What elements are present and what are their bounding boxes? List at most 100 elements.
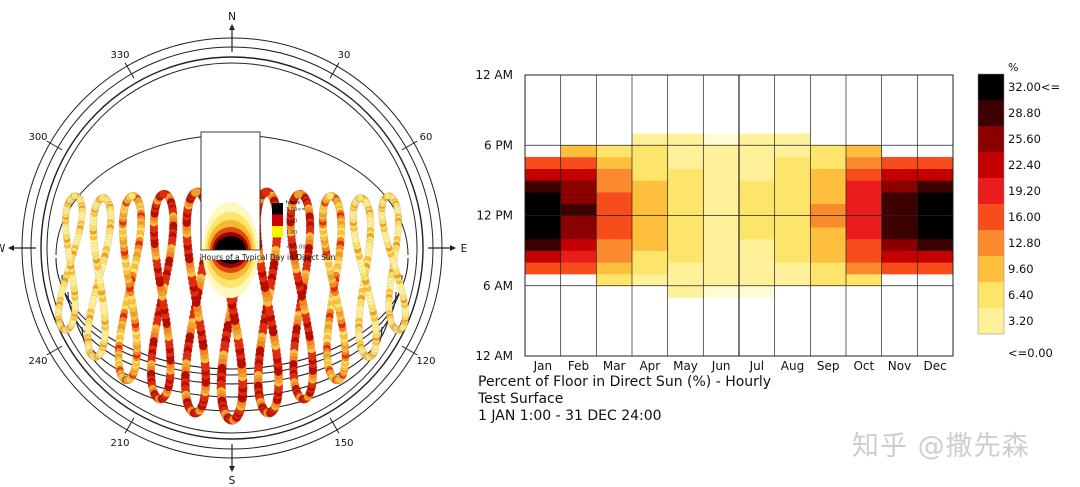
heatmap-cell	[911, 180, 918, 193]
heatmap-cell	[536, 203, 544, 216]
heatmap-cell	[554, 180, 561, 193]
heatmap-cell	[667, 203, 674, 216]
heatmap-cell	[614, 168, 621, 181]
heatmap-cell	[602, 168, 609, 181]
heatmap-cell	[762, 274, 770, 287]
heatmap-cell	[721, 285, 728, 298]
x-tick-label: Sep	[817, 359, 840, 373]
heatmap-cell	[566, 156, 573, 169]
heatmap-cell	[572, 168, 579, 181]
heatmap-cell	[881, 238, 888, 251]
heatmap-cell	[679, 227, 686, 240]
heatmap-cell	[584, 215, 591, 228]
heatmap-cell	[715, 274, 722, 287]
heatmap-cell	[739, 274, 746, 287]
heatmap-cell	[786, 133, 793, 146]
heatmap-cell	[554, 227, 561, 240]
heatmap-cell	[602, 274, 609, 287]
heatmap-cell	[667, 227, 674, 240]
heatmap-cell	[560, 180, 567, 193]
heatmap-cell	[703, 168, 710, 181]
heatmap-cell	[947, 227, 954, 240]
heatmap-cell	[846, 238, 853, 251]
legend-label: <=0.00	[1008, 346, 1053, 360]
heatmap-cell	[875, 238, 882, 251]
heatmap-cell	[929, 227, 936, 240]
analemma-bead	[326, 192, 335, 201]
heatmap-cell	[632, 156, 639, 169]
heatmap-cell	[697, 192, 704, 205]
heatmap-cell	[840, 192, 847, 205]
heatmap-cell	[851, 238, 859, 251]
heatmap-cell	[869, 145, 877, 158]
heatmap-cell	[923, 203, 930, 216]
heatmap-cell	[857, 274, 865, 287]
degree-label: 240	[28, 356, 47, 367]
degree-label: 30	[338, 50, 351, 61]
heatmap-cell	[560, 156, 567, 169]
heatmap-cell	[733, 156, 740, 169]
heatmap-cell	[727, 192, 734, 205]
heatmap-cell	[863, 145, 871, 158]
heatmap-cell	[572, 250, 579, 263]
heatmap-cell	[637, 168, 645, 181]
heatmap-cell	[869, 238, 877, 251]
heatmap-cell	[762, 145, 770, 158]
heatmap-cell	[655, 133, 663, 146]
heatmap-cell	[804, 203, 811, 216]
heatmap-cell	[846, 262, 853, 275]
heatmap-cell	[596, 274, 603, 287]
heatmap-cell	[756, 192, 764, 205]
heatmap-cell	[542, 156, 550, 169]
heatmap-cell	[649, 250, 657, 263]
heatmap-cell	[875, 192, 882, 205]
heatmap-cell	[840, 250, 847, 263]
heatmap-cell	[679, 215, 686, 228]
heatmap-cell	[816, 192, 823, 205]
heatmap-cell	[935, 156, 942, 169]
heatmap-cell	[548, 203, 556, 216]
heatmap-cell	[554, 156, 561, 169]
heatmap-cell	[584, 192, 591, 205]
heatmap-cell	[816, 238, 823, 251]
heatmap-cell	[899, 180, 906, 193]
heatmap-cell	[923, 262, 930, 275]
heatmap-cell	[733, 203, 740, 216]
heatmap-cell	[673, 250, 680, 263]
heatmap-cell	[887, 192, 894, 205]
heatmap-cell	[798, 192, 805, 205]
x-tick-label: Mar	[603, 359, 626, 373]
heatmap-cell	[744, 168, 752, 181]
heatmap-cell	[857, 168, 865, 181]
heatmap-cell	[608, 262, 615, 275]
heatmap-cell	[685, 262, 692, 275]
heatmap-cell	[566, 215, 573, 228]
heatmap-cell	[626, 192, 633, 205]
heatmap-cell	[756, 156, 764, 169]
heatmap-cell	[697, 156, 704, 169]
heatmap-cell	[792, 238, 799, 251]
heatmap-cell	[637, 250, 645, 263]
heatmap-cell	[661, 250, 668, 263]
heatmap-cell	[756, 285, 764, 298]
heatmap-cell	[899, 215, 906, 228]
heatmap-cell	[750, 250, 758, 263]
heatmap-cell	[673, 180, 680, 193]
heatmap-cell	[667, 180, 674, 193]
heatmap-cell	[727, 285, 734, 298]
heatmap-cell	[715, 203, 722, 216]
x-tick-label: May	[673, 359, 698, 373]
heatmap-cell	[756, 133, 764, 146]
heatmap-cell	[715, 192, 722, 205]
heatmap-cell	[578, 203, 585, 216]
heatmap-cell	[863, 192, 871, 205]
compass-ring	[46, 62, 418, 434]
heatmap-cell	[626, 215, 633, 228]
heatmap-cell	[828, 168, 835, 181]
heatmap-cell	[780, 145, 787, 158]
heatmap-cell	[548, 262, 556, 275]
heatmap-cell	[590, 156, 597, 169]
inset-legend-label: <=0.00	[286, 245, 306, 251]
heatmap-cell	[632, 203, 639, 216]
heatmap-cell	[643, 180, 651, 193]
